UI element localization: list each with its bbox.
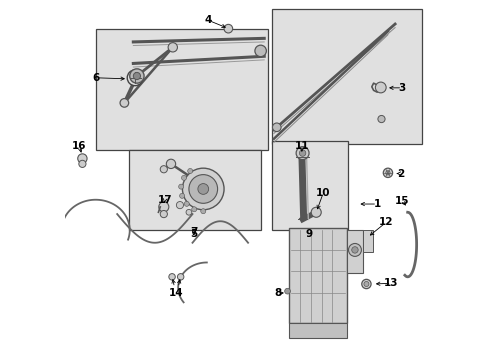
Circle shape [79,160,86,167]
Circle shape [176,202,183,209]
Circle shape [310,207,321,217]
Circle shape [78,154,87,163]
Circle shape [198,184,208,194]
Circle shape [375,82,386,93]
Bar [362,230,372,252]
Circle shape [224,24,232,33]
Circle shape [299,150,305,156]
Circle shape [361,279,370,289]
Circle shape [191,207,196,212]
Text: 6: 6 [93,73,100,83]
Circle shape [133,72,140,80]
Circle shape [254,45,266,57]
Circle shape [363,282,368,287]
Text: 14: 14 [169,288,183,298]
Circle shape [159,202,168,212]
Circle shape [385,171,389,175]
Text: 4: 4 [204,15,212,26]
Circle shape [168,274,175,280]
Text: 15: 15 [394,196,409,206]
Text: 2: 2 [396,168,403,179]
Bar [271,9,421,144]
Circle shape [296,147,308,159]
Circle shape [201,209,205,214]
Circle shape [182,168,224,210]
Circle shape [188,175,217,203]
Text: 12: 12 [378,217,393,227]
Circle shape [187,168,192,174]
Circle shape [179,193,184,198]
Bar [271,140,348,230]
Circle shape [181,175,186,180]
Bar [346,230,362,273]
Bar [289,228,346,323]
Circle shape [127,70,142,86]
Circle shape [178,184,183,189]
Circle shape [168,42,177,52]
Text: 8: 8 [274,288,281,298]
Text: 11: 11 [294,141,308,151]
Text: 1: 1 [373,199,380,209]
Text: 16: 16 [72,141,86,151]
Circle shape [348,243,361,256]
Bar [96,29,267,149]
Text: 3: 3 [398,83,405,93]
Text: 13: 13 [384,278,398,288]
Circle shape [272,123,281,132]
Circle shape [351,247,357,253]
Circle shape [377,116,384,123]
Text: 17: 17 [157,195,172,205]
Circle shape [129,69,144,83]
Text: 5: 5 [190,229,198,239]
Circle shape [185,210,191,215]
Circle shape [160,211,167,218]
Circle shape [177,274,183,280]
Text: 9: 9 [305,229,312,239]
Text: 10: 10 [316,188,330,198]
Circle shape [160,166,167,173]
Circle shape [184,201,189,206]
Circle shape [166,159,175,168]
Circle shape [284,288,290,294]
Bar [128,149,260,230]
Circle shape [120,99,128,107]
Circle shape [383,168,392,177]
Bar [289,323,346,338]
Text: 7: 7 [190,227,198,237]
